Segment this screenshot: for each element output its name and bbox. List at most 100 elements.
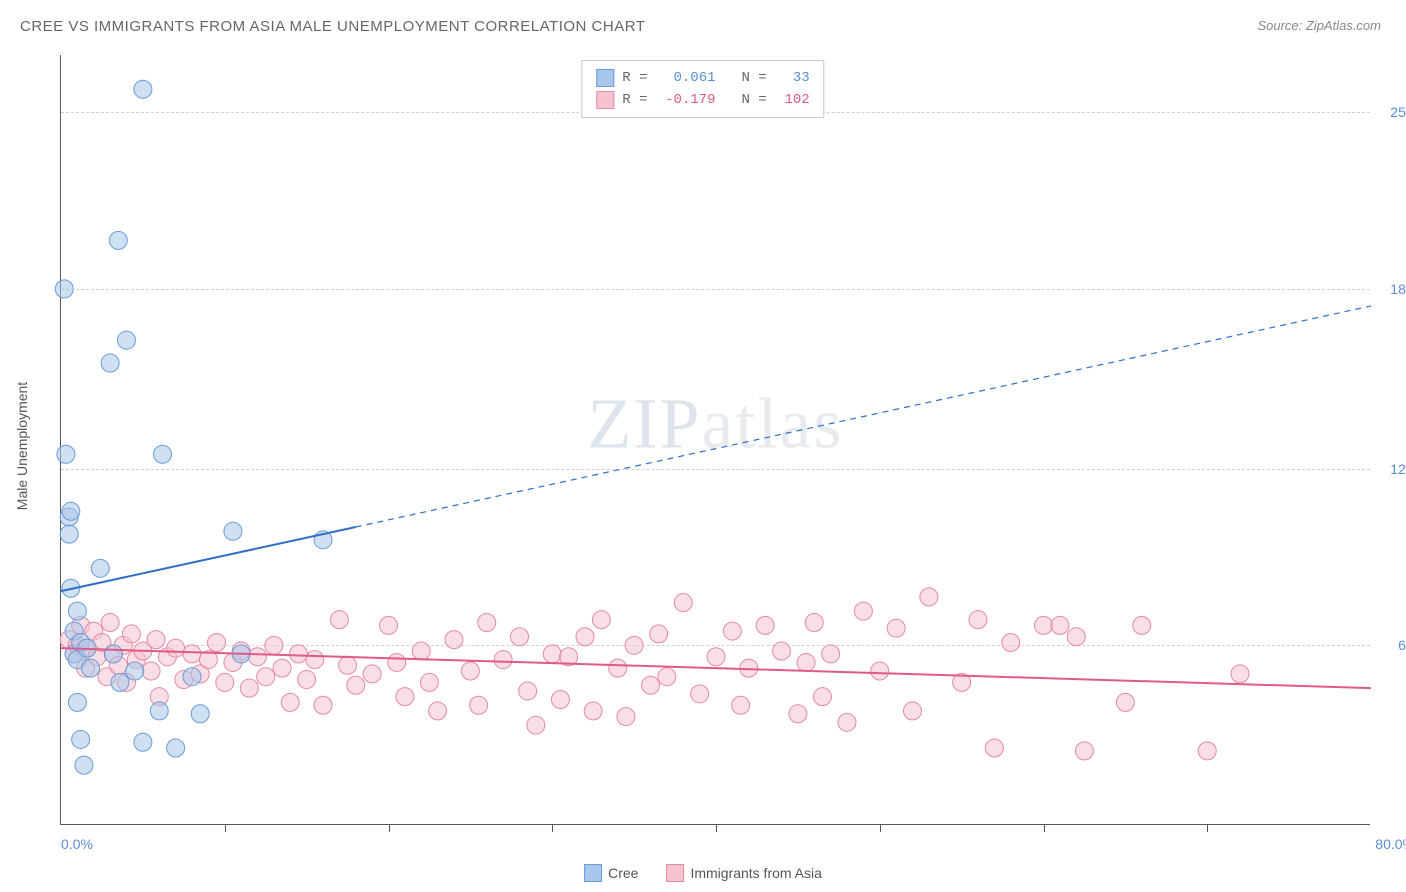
data-point-asia: [396, 688, 414, 706]
legend-item-cree: Cree: [584, 864, 638, 882]
data-point-cree: [134, 80, 152, 98]
data-point-asia: [1198, 742, 1216, 760]
data-point-cree: [154, 445, 172, 463]
data-point-asia: [306, 651, 324, 669]
trend-line-cree-solid: [61, 527, 356, 591]
n-label-a: N =: [742, 70, 767, 86]
data-point-asia: [289, 645, 307, 663]
data-point-asia: [887, 619, 905, 637]
data-point-asia: [584, 702, 602, 720]
data-point-asia: [617, 708, 635, 726]
data-point-asia: [314, 696, 332, 714]
data-point-asia: [445, 631, 463, 649]
data-point-asia: [985, 739, 1003, 757]
data-point-asia: [273, 659, 291, 677]
data-point-asia: [732, 696, 750, 714]
x-tick: [225, 824, 226, 832]
data-point-cree: [62, 502, 80, 520]
y-tick-label: 18.8%: [1375, 281, 1406, 297]
y-tick-label: 6.3%: [1375, 637, 1406, 653]
r-value-a: 0.061: [656, 70, 716, 86]
data-point-cree: [126, 662, 144, 680]
x-axis-min-label: 0.0%: [61, 836, 93, 852]
data-point-cree: [72, 730, 90, 748]
x-tick: [880, 824, 881, 832]
data-point-cree: [111, 673, 129, 691]
data-point-cree: [81, 659, 99, 677]
data-point-asia: [298, 671, 316, 689]
data-point-asia: [412, 642, 430, 660]
r-value-b: -0.179: [656, 92, 716, 108]
data-point-asia: [1075, 742, 1093, 760]
data-point-asia: [1035, 616, 1053, 634]
data-point-cree: [57, 445, 75, 463]
source-name: ZipAtlas.com: [1306, 18, 1381, 33]
data-point-cree: [75, 756, 93, 774]
r-label-b: R =: [622, 92, 647, 108]
data-point-asia: [167, 639, 185, 657]
source-attribution: Source: ZipAtlas.com: [1257, 18, 1381, 33]
data-point-asia: [1051, 616, 1069, 634]
data-point-asia: [478, 614, 496, 632]
stats-swatch-b: [596, 91, 614, 109]
r-label-a: R =: [622, 70, 647, 86]
data-point-asia: [147, 631, 165, 649]
legend-item-asia: Immigrants from Asia: [666, 864, 821, 882]
data-point-asia: [838, 713, 856, 731]
plot-area: ZIPatlas 6.3%12.5%18.8%25.0% 0.0% 80.0%: [60, 55, 1370, 825]
data-point-asia: [904, 702, 922, 720]
data-point-cree: [91, 559, 109, 577]
legend-label-cree: Cree: [608, 865, 638, 881]
data-point-asia: [240, 679, 258, 697]
x-tick: [1207, 824, 1208, 832]
data-point-asia: [183, 645, 201, 663]
data-point-asia: [494, 651, 512, 669]
data-point-asia: [101, 614, 119, 632]
data-point-asia: [969, 611, 987, 629]
data-point-cree: [55, 280, 73, 298]
legend-swatch-cree: [584, 864, 602, 882]
data-point-asia: [281, 693, 299, 711]
data-point-asia: [208, 633, 226, 651]
data-point-asia: [625, 636, 643, 654]
data-point-asia: [330, 611, 348, 629]
data-point-cree: [183, 668, 201, 686]
data-point-asia: [707, 648, 725, 666]
n-label-b: N =: [742, 92, 767, 108]
x-tick: [716, 824, 717, 832]
stats-row-b: R = -0.179 N = 102: [596, 89, 809, 111]
data-point-asia: [216, 673, 234, 691]
data-point-asia: [1067, 628, 1085, 646]
data-point-asia: [756, 616, 774, 634]
legend-swatch-asia: [666, 864, 684, 882]
data-point-asia: [789, 705, 807, 723]
data-point-asia: [347, 676, 365, 694]
data-point-asia: [691, 685, 709, 703]
data-point-asia: [339, 656, 357, 674]
data-point-cree: [191, 705, 209, 723]
data-point-asia: [1116, 693, 1134, 711]
data-point-cree: [101, 354, 119, 372]
data-point-asia: [773, 642, 791, 660]
chart-container: CREE VS IMMIGRANTS FROM ASIA MALE UNEMPL…: [0, 0, 1406, 892]
n-value-b: 102: [775, 92, 810, 108]
data-point-asia: [420, 673, 438, 691]
data-point-asia: [470, 696, 488, 714]
data-point-asia: [592, 611, 610, 629]
data-point-asia: [797, 653, 815, 671]
legend: Cree Immigrants from Asia: [576, 862, 830, 884]
data-point-asia: [380, 616, 398, 634]
legend-label-asia: Immigrants from Asia: [690, 865, 821, 881]
x-tick: [1044, 824, 1045, 832]
source-prefix: Source:: [1257, 18, 1305, 33]
data-point-cree: [224, 522, 242, 540]
data-point-cree: [109, 231, 127, 249]
data-point-asia: [576, 628, 594, 646]
n-value-a: 33: [775, 70, 810, 86]
data-point-asia: [551, 691, 569, 709]
data-point-asia: [871, 662, 889, 680]
data-point-asia: [511, 628, 529, 646]
data-point-cree: [134, 733, 152, 751]
trend-line-cree-dashed: [356, 306, 1371, 527]
x-tick: [552, 824, 553, 832]
